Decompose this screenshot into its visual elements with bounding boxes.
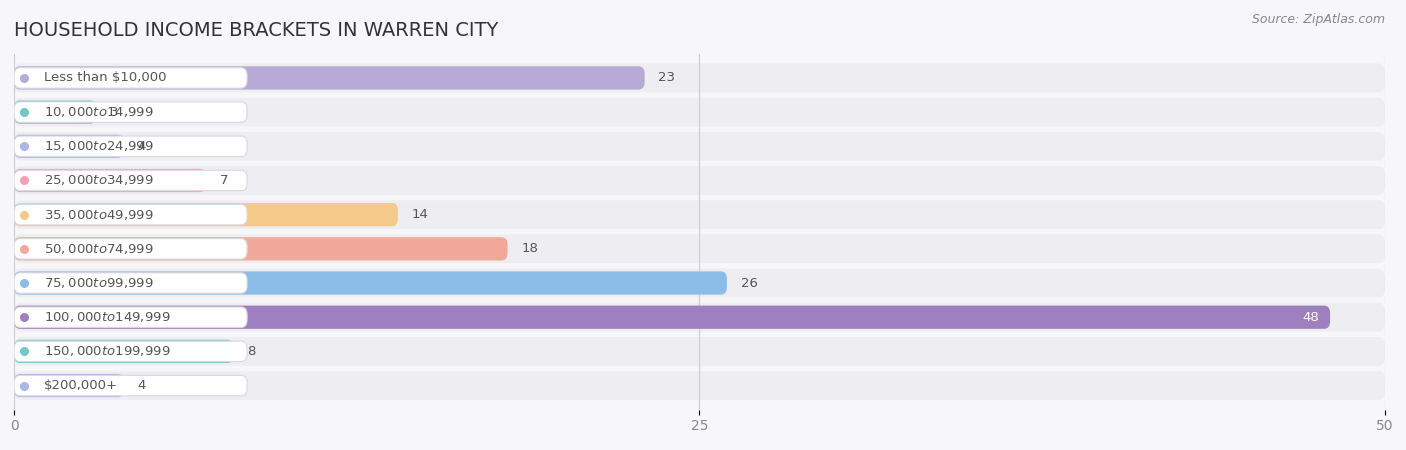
FancyBboxPatch shape (14, 203, 398, 226)
FancyBboxPatch shape (14, 238, 247, 259)
Text: 4: 4 (138, 379, 146, 392)
FancyBboxPatch shape (14, 166, 1385, 195)
Text: $100,000 to $149,999: $100,000 to $149,999 (44, 310, 170, 324)
Text: $15,000 to $24,999: $15,000 to $24,999 (44, 140, 153, 153)
FancyBboxPatch shape (14, 98, 1385, 126)
FancyBboxPatch shape (14, 375, 247, 396)
FancyBboxPatch shape (14, 374, 124, 397)
FancyBboxPatch shape (14, 68, 247, 88)
Text: $200,000+: $200,000+ (44, 379, 118, 392)
FancyBboxPatch shape (14, 307, 247, 328)
FancyBboxPatch shape (14, 234, 1385, 263)
FancyBboxPatch shape (14, 100, 96, 124)
Text: Less than $10,000: Less than $10,000 (44, 72, 167, 85)
Text: $10,000 to $14,999: $10,000 to $14,999 (44, 105, 153, 119)
FancyBboxPatch shape (14, 204, 247, 225)
Text: $35,000 to $49,999: $35,000 to $49,999 (44, 207, 153, 222)
FancyBboxPatch shape (14, 135, 124, 158)
FancyBboxPatch shape (14, 341, 247, 362)
Text: $50,000 to $74,999: $50,000 to $74,999 (44, 242, 153, 256)
FancyBboxPatch shape (14, 371, 1385, 400)
FancyBboxPatch shape (14, 200, 1385, 229)
FancyBboxPatch shape (14, 170, 247, 191)
FancyBboxPatch shape (14, 269, 1385, 297)
Text: 48: 48 (1302, 310, 1319, 324)
FancyBboxPatch shape (14, 306, 1330, 329)
FancyBboxPatch shape (14, 169, 207, 192)
FancyBboxPatch shape (14, 66, 644, 90)
FancyBboxPatch shape (14, 132, 1385, 161)
Text: 8: 8 (247, 345, 256, 358)
Text: $150,000 to $199,999: $150,000 to $199,999 (44, 344, 170, 358)
FancyBboxPatch shape (14, 237, 508, 261)
Text: 23: 23 (658, 72, 675, 85)
FancyBboxPatch shape (14, 340, 233, 363)
Text: 26: 26 (741, 276, 758, 289)
Text: 4: 4 (138, 140, 146, 153)
FancyBboxPatch shape (14, 63, 1385, 92)
FancyBboxPatch shape (14, 136, 247, 157)
Text: 18: 18 (522, 243, 538, 255)
Text: 14: 14 (412, 208, 429, 221)
Text: 3: 3 (110, 106, 118, 119)
Text: Source: ZipAtlas.com: Source: ZipAtlas.com (1251, 14, 1385, 27)
Text: 7: 7 (219, 174, 228, 187)
FancyBboxPatch shape (14, 337, 1385, 366)
FancyBboxPatch shape (14, 102, 247, 122)
FancyBboxPatch shape (14, 273, 247, 293)
FancyBboxPatch shape (14, 303, 1385, 332)
Text: $25,000 to $34,999: $25,000 to $34,999 (44, 174, 153, 188)
Text: HOUSEHOLD INCOME BRACKETS IN WARREN CITY: HOUSEHOLD INCOME BRACKETS IN WARREN CITY (14, 21, 499, 40)
FancyBboxPatch shape (14, 271, 727, 295)
Text: $75,000 to $99,999: $75,000 to $99,999 (44, 276, 153, 290)
